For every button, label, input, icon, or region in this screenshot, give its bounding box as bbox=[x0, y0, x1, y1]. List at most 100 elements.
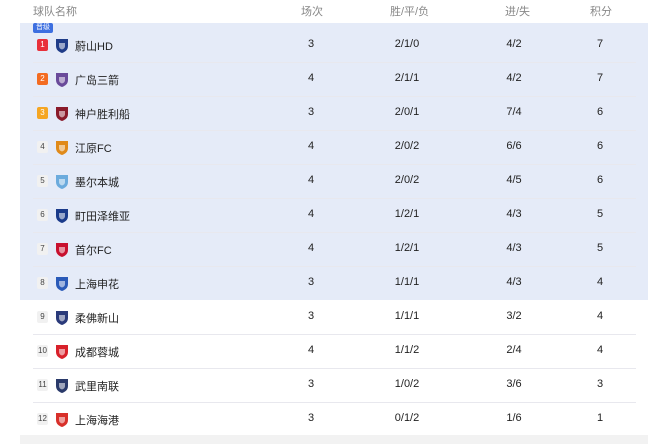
rank-badge: 7 bbox=[37, 243, 48, 255]
rank-badge: 2 bbox=[37, 73, 48, 85]
team-logo-icon bbox=[56, 107, 68, 121]
table-footer bbox=[20, 435, 648, 444]
wdl-cell: 1/1/1 bbox=[394, 310, 420, 322]
header-goals: 进/失 bbox=[505, 6, 531, 18]
team-name[interactable]: 墨尔本城 bbox=[75, 177, 119, 189]
header-team: 球队名称 bbox=[33, 6, 77, 18]
table-row[interactable]: 7 首尔FC 4 1/2/1 4/3 5 bbox=[33, 232, 636, 267]
points-cell: 4 bbox=[596, 344, 604, 356]
team-name[interactable]: 上海申花 bbox=[75, 279, 119, 291]
goals-cell: 2/4 bbox=[506, 344, 522, 356]
team-logo-icon bbox=[56, 73, 68, 87]
table-row[interactable]: 6 町田泽维亚 4 1/2/1 4/3 5 bbox=[33, 198, 636, 233]
team-name[interactable]: 柔佛新山 bbox=[75, 313, 119, 325]
played-cell: 3 bbox=[307, 106, 315, 118]
table-row[interactable]: 11 武里南联 3 1/0/2 3/6 3 bbox=[33, 368, 636, 403]
played-cell: 4 bbox=[307, 140, 315, 152]
wdl-cell: 2/0/1 bbox=[394, 106, 420, 118]
goals-cell: 7/4 bbox=[506, 106, 522, 118]
rank-badge: 5 bbox=[37, 175, 48, 187]
points-cell: 5 bbox=[596, 242, 604, 254]
header-played: 场次 bbox=[301, 6, 323, 18]
goals-cell: 4/2 bbox=[506, 38, 522, 50]
goals-cell: 1/6 bbox=[506, 412, 522, 424]
team-name[interactable]: 蔚山HD bbox=[75, 41, 113, 53]
promotion-badge: 晋级 bbox=[33, 23, 53, 33]
goals-cell: 3/2 bbox=[506, 310, 522, 322]
promotion-zone-highlight bbox=[20, 23, 648, 300]
table-row[interactable]: 3 神户胜利船 3 2/0/1 7/4 6 bbox=[33, 96, 636, 131]
played-cell: 4 bbox=[307, 344, 315, 356]
wdl-cell: 1/0/2 bbox=[394, 378, 420, 390]
played-cell: 3 bbox=[307, 276, 315, 288]
goals-cell: 4/3 bbox=[506, 242, 522, 254]
team-logo-icon bbox=[56, 277, 68, 291]
team-name[interactable]: 成都蓉城 bbox=[75, 347, 119, 359]
table-header: 球队名称 场次 胜/平/负 进/失 积分 bbox=[0, 0, 660, 20]
rank-badge: 3 bbox=[37, 107, 48, 119]
table-row[interactable]: 5 墨尔本城 4 2/0/2 4/5 6 bbox=[33, 164, 636, 199]
team-logo-icon bbox=[56, 311, 68, 325]
points-cell: 3 bbox=[596, 378, 604, 390]
team-logo-icon bbox=[56, 39, 68, 53]
points-cell: 4 bbox=[596, 276, 604, 288]
team-name[interactable]: 神户胜利船 bbox=[75, 109, 130, 121]
points-cell: 7 bbox=[596, 38, 604, 50]
team-logo-icon bbox=[56, 141, 68, 155]
table-row[interactable]: 2 广岛三箭 4 2/1/1 4/2 7 bbox=[33, 62, 636, 97]
played-cell: 4 bbox=[307, 242, 315, 254]
team-name[interactable]: 上海海港 bbox=[75, 415, 119, 427]
wdl-cell: 1/2/1 bbox=[394, 242, 420, 254]
header-points: 积分 bbox=[590, 6, 612, 18]
wdl-cell: 2/1/0 bbox=[394, 38, 420, 50]
played-cell: 3 bbox=[307, 378, 315, 390]
team-name[interactable]: 江原FC bbox=[75, 143, 112, 155]
rank-badge: 4 bbox=[37, 141, 48, 153]
table-row[interactable]: 8 上海申花 3 1/1/1 4/3 4 bbox=[33, 266, 636, 300]
played-cell: 4 bbox=[307, 174, 315, 186]
wdl-cell: 1/1/2 bbox=[394, 344, 420, 356]
wdl-cell: 1/2/1 bbox=[394, 208, 420, 220]
goals-cell: 3/6 bbox=[506, 378, 522, 390]
points-cell: 4 bbox=[596, 310, 604, 322]
team-name[interactable]: 町田泽维亚 bbox=[75, 211, 130, 223]
goals-cell: 4/2 bbox=[506, 72, 522, 84]
points-cell: 7 bbox=[596, 72, 604, 84]
rank-badge: 1 bbox=[37, 39, 48, 51]
rank-badge: 6 bbox=[37, 209, 48, 221]
wdl-cell: 1/1/1 bbox=[394, 276, 420, 288]
points-cell: 5 bbox=[596, 208, 604, 220]
table-row[interactable]: 1 蔚山HD 3 2/1/0 4/2 7 bbox=[33, 28, 636, 63]
goals-cell: 6/6 bbox=[506, 140, 522, 152]
rank-badge: 10 bbox=[37, 345, 48, 357]
played-cell: 3 bbox=[307, 412, 315, 424]
team-logo-icon bbox=[56, 209, 68, 223]
goals-cell: 4/3 bbox=[506, 208, 522, 220]
team-name[interactable]: 首尔FC bbox=[75, 245, 112, 257]
rank-badge: 11 bbox=[37, 379, 48, 391]
team-logo-icon bbox=[56, 345, 68, 359]
wdl-cell: 2/0/2 bbox=[394, 140, 420, 152]
rank-badge: 9 bbox=[37, 311, 48, 323]
points-cell: 1 bbox=[596, 412, 604, 424]
table-row[interactable]: 10 成都蓉城 4 1/1/2 2/4 4 bbox=[33, 334, 636, 369]
wdl-cell: 0/1/2 bbox=[394, 412, 420, 424]
team-name[interactable]: 广岛三箭 bbox=[75, 75, 119, 87]
wdl-cell: 2/0/2 bbox=[394, 174, 420, 186]
team-name[interactable]: 武里南联 bbox=[75, 381, 119, 393]
rank-badge: 8 bbox=[37, 277, 48, 289]
table-row[interactable]: 9 柔佛新山 3 1/1/1 3/2 4 bbox=[33, 300, 636, 335]
played-cell: 3 bbox=[307, 310, 315, 322]
points-cell: 6 bbox=[596, 140, 604, 152]
rank-badge: 12 bbox=[37, 413, 48, 425]
table-row[interactable]: 12 上海海港 3 0/1/2 1/6 1 bbox=[33, 402, 636, 436]
team-logo-icon bbox=[56, 175, 68, 189]
team-logo-icon bbox=[56, 413, 68, 427]
goals-cell: 4/5 bbox=[506, 174, 522, 186]
team-logo-icon bbox=[56, 243, 68, 257]
played-cell: 4 bbox=[307, 72, 315, 84]
team-logo-icon bbox=[56, 379, 68, 393]
points-cell: 6 bbox=[596, 174, 604, 186]
table-row[interactable]: 4 江原FC 4 2/0/2 6/6 6 bbox=[33, 130, 636, 165]
header-wdl: 胜/平/负 bbox=[390, 6, 430, 18]
